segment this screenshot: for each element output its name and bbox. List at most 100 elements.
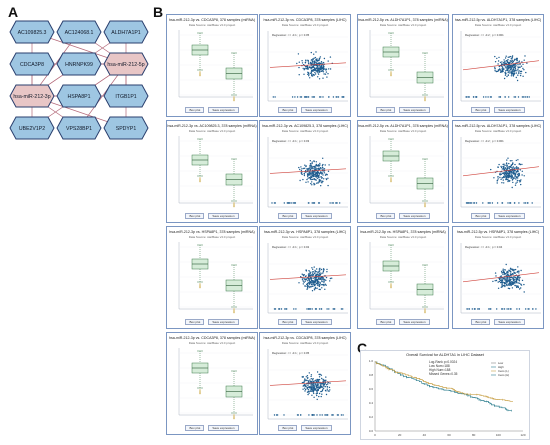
scatter-point xyxy=(507,308,510,310)
scatter-point xyxy=(528,96,530,98)
regression-line xyxy=(269,168,347,174)
box-plot-button[interactable]: Box plot xyxy=(278,425,298,431)
scatter-point xyxy=(507,62,510,64)
scatter-point xyxy=(320,390,322,393)
scatter-point xyxy=(512,69,514,71)
scatter-point xyxy=(509,69,512,71)
scatter-point xyxy=(516,79,519,82)
box-plot-button[interactable]: Box plot xyxy=(278,319,298,325)
scatter-point xyxy=(499,68,501,70)
scatter-point xyxy=(511,175,513,177)
scatter-point xyxy=(307,71,309,73)
scatter-point xyxy=(316,271,318,273)
scatter-point xyxy=(301,60,303,62)
scatter-point xyxy=(510,71,512,73)
scatter-point xyxy=(326,76,328,78)
scatter-point xyxy=(513,72,516,75)
scatter-point xyxy=(502,281,504,283)
scatter-point xyxy=(511,283,513,285)
save-expression-button[interactable]: Save expression xyxy=(301,213,332,219)
scatter-point xyxy=(323,66,325,68)
scatter-point xyxy=(500,270,503,273)
save-expression-button[interactable]: Save expression xyxy=(399,107,430,113)
box-plot-button[interactable]: Box plot xyxy=(185,107,205,113)
scatter-point xyxy=(503,174,506,176)
scatter-point xyxy=(504,285,506,287)
scatter-point xyxy=(323,383,326,386)
plot-controls: Box plot Save expression xyxy=(167,107,257,113)
scatter-point xyxy=(493,177,495,179)
gene-node: ALDH7A1P1 xyxy=(103,20,149,44)
scatter-point xyxy=(318,268,321,270)
scatter-point xyxy=(520,287,522,289)
scatter-point xyxy=(320,185,322,187)
scatter-point xyxy=(327,177,329,179)
scatter-point xyxy=(308,167,310,170)
scatter-point xyxy=(509,170,511,173)
scatter-point xyxy=(311,74,313,76)
scatter-point xyxy=(517,64,519,66)
box-plot-button[interactable]: Box plot xyxy=(185,319,205,325)
save-expression-button[interactable]: Save expression xyxy=(301,107,332,113)
scatter-point xyxy=(283,414,285,416)
scatter-point xyxy=(313,284,315,286)
scatter-point xyxy=(511,179,514,181)
box-plot-button[interactable]: Box plot xyxy=(185,213,205,219)
scatter-point xyxy=(506,284,508,287)
scatter-point xyxy=(298,166,300,169)
save-expression-button[interactable]: Save expression xyxy=(494,319,525,325)
save-expression-button[interactable]: Save expression xyxy=(208,425,239,431)
scatter-point xyxy=(318,58,320,61)
scatter-point xyxy=(508,287,511,290)
scatter-point xyxy=(316,385,318,387)
scatter-point xyxy=(311,383,313,386)
node-label: AC109825.3 xyxy=(18,30,47,36)
scatter-point xyxy=(513,278,515,280)
scatter-point xyxy=(513,277,515,279)
scatter-point xyxy=(308,272,310,275)
save-expression-button[interactable]: Save expression xyxy=(494,107,525,113)
save-expression-button[interactable]: Save expression xyxy=(208,319,239,325)
scatter-point xyxy=(514,284,516,287)
save-expression-button[interactable]: Save expression xyxy=(399,213,430,219)
scatter-point xyxy=(499,172,501,174)
box-plot-button[interactable]: Box plot xyxy=(185,425,205,431)
scatter-point xyxy=(311,172,313,175)
scatter-point xyxy=(308,391,310,393)
scatter-point xyxy=(507,287,510,289)
save-expression-button[interactable]: Save expression xyxy=(208,107,239,113)
save-expression-button[interactable]: Save expression xyxy=(301,425,332,431)
save-expression-button[interactable]: Save expression xyxy=(301,319,332,325)
scatter-point xyxy=(300,169,303,172)
scatter-point xyxy=(516,282,518,284)
scatter-point xyxy=(322,388,324,390)
plot-area: Regression: r = -0.1 ; p = 0.04 xyxy=(460,243,541,314)
scatter-point xyxy=(316,279,319,281)
scatter-point xyxy=(324,379,326,382)
scatter-point xyxy=(466,308,468,310)
plot-area: Regression: r = -0.1 ; p = 0.05 xyxy=(267,349,348,420)
box-plot-button[interactable]: Box plot xyxy=(471,107,491,113)
save-expression-button[interactable]: Save expression xyxy=(208,213,239,219)
scatter-point xyxy=(502,163,504,166)
scatter-point xyxy=(511,268,513,270)
box-plot-button[interactable]: Box plot xyxy=(376,213,396,219)
plot-subtitle: Data Source: starBase v3.0 project xyxy=(474,23,522,27)
box-plot-button[interactable]: Box plot xyxy=(278,213,298,219)
box-plot-button[interactable]: Box plot xyxy=(278,107,298,113)
scatter-point xyxy=(317,388,319,390)
plot-title: hsa-miR-212-5p vs. HSPA8P1, 378 samples … xyxy=(456,230,540,234)
scatter-point xyxy=(307,282,310,284)
box-plot-button[interactable]: Box plot xyxy=(376,319,396,325)
scatter-point xyxy=(311,96,313,98)
scatter-point xyxy=(515,176,517,178)
box-plot-button[interactable]: Box plot xyxy=(471,319,491,325)
scatter-point xyxy=(327,60,329,62)
save-expression-button[interactable]: Save expression xyxy=(399,319,430,325)
scatter-point xyxy=(511,57,514,59)
box-plot-button[interactable]: Box plot xyxy=(471,213,491,219)
scatter-point xyxy=(314,274,317,277)
save-expression-button[interactable]: Save expression xyxy=(494,213,525,219)
box-plot-button[interactable]: Box plot xyxy=(376,107,396,113)
scatter-point xyxy=(496,182,498,184)
